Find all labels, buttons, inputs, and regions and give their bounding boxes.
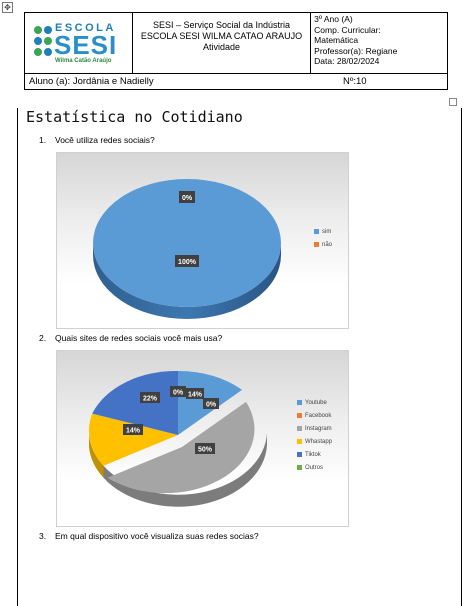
logo-escola-text: ESCOLA <box>55 22 116 34</box>
pie2-label-tiktok: 22% <box>143 396 158 403</box>
pie2-label-youtube: 14% <box>188 392 203 399</box>
chart1-legend: sim não <box>314 225 332 251</box>
question-2[interactable]: 2. Quais sites de redes sociais você mais… <box>39 333 223 343</box>
legend-item-nao: não <box>314 238 332 251</box>
pie1-label-nao: 0% <box>182 195 193 202</box>
pie2-label-facebook: 0% <box>173 390 184 397</box>
pie1-slice-sim <box>93 179 281 307</box>
pie-chart-2: 0% 14% 0% 22% 14% 50% <box>88 370 267 507</box>
component-value: Matemática <box>314 35 359 45</box>
pie2-slice-tiktok <box>92 370 178 435</box>
legend-item-facebook: Facebook <box>297 409 332 422</box>
legend-item-sim: sim <box>314 225 332 238</box>
pie2-slice-instagram <box>107 401 255 494</box>
activity-label: Atividade <box>202 42 240 52</box>
pie2-side-yellow <box>89 435 104 478</box>
header-table: ESCOLA SESI Wilma Catão Araújo SESI – Se… <box>24 12 448 90</box>
chart-social-sites[interactable]: 0% 14% 0% 22% 14% 50% Youtube Facebook I… <box>56 350 349 527</box>
question-1[interactable]: 1. Você utiliza redes sociais? <box>39 135 155 145</box>
legend-item-tiktok: Tiktok <box>297 448 332 461</box>
component-label: Comp. Curricular: <box>314 24 381 35</box>
table-resize-handle[interactable] <box>449 98 457 106</box>
logo-subtitle: Wilma Catão Araújo <box>55 58 112 64</box>
date-label: Data: 28/02/2024 <box>314 56 380 66</box>
pie2-label-outros: 0% <box>206 402 217 409</box>
legend-item-instagram: Instagram <box>297 422 332 435</box>
student-row: Aluno (a): Jordânia e Nadielly Nº:10 <box>24 73 448 90</box>
pie-chart-1: 0% 100% <box>93 179 281 319</box>
pie1-slice-side <box>93 243 281 319</box>
question-3[interactable]: 3. Em qual dispositivo você visualiza sua… <box>39 531 259 541</box>
school-info-cell: SESI – Serviço Social da Indústria ESCOL… <box>131 12 312 74</box>
teacher-label: Professor(a): Regiane <box>314 45 398 56</box>
legend-item-outros: Outros <box>297 461 332 474</box>
sesi-logo-icon <box>34 26 52 56</box>
class-info-cell: 3º Ano (A) Comp. Curricular: Matemática … <box>310 12 448 74</box>
page-border-right <box>461 108 462 606</box>
pie2-label-whatsapp: 14% <box>126 428 141 435</box>
legend-item-youtube: Youtube <box>297 396 332 409</box>
student-number[interactable]: Nº:10 <box>343 76 367 87</box>
logo-cell: ESCOLA SESI Wilma Catão Araújo <box>24 12 133 74</box>
logo-sesi-text: SESI <box>54 30 118 60</box>
school-name: ESCOLA SESI WILMA CATAO ARAUJO <box>140 31 303 41</box>
chart-social-media-use[interactable]: 0% 100% sim não <box>56 152 349 329</box>
pie2-side-gray <box>103 432 267 507</box>
document-title[interactable]: Estatística no Cotidiano <box>26 108 243 126</box>
pie2-slice-whatsapp <box>88 413 178 466</box>
grade-label: 3º Ano (A) <box>314 14 353 24</box>
institution-name: SESI – Serviço Social da Indústria <box>152 20 291 30</box>
legend-item-whatsapp: Whastapp <box>297 435 332 448</box>
page-border-left <box>17 108 18 606</box>
table-move-handle-icon[interactable]: ✥ <box>2 2 13 13</box>
chart2-legend: Youtube Facebook Instagram Whastapp Tikt… <box>297 396 332 474</box>
pie2-label-instagram: 50% <box>198 447 213 454</box>
pie1-label-sim: 100% <box>178 259 197 266</box>
student-names[interactable]: Aluno (a): Jordânia e Nadielly <box>29 76 154 87</box>
